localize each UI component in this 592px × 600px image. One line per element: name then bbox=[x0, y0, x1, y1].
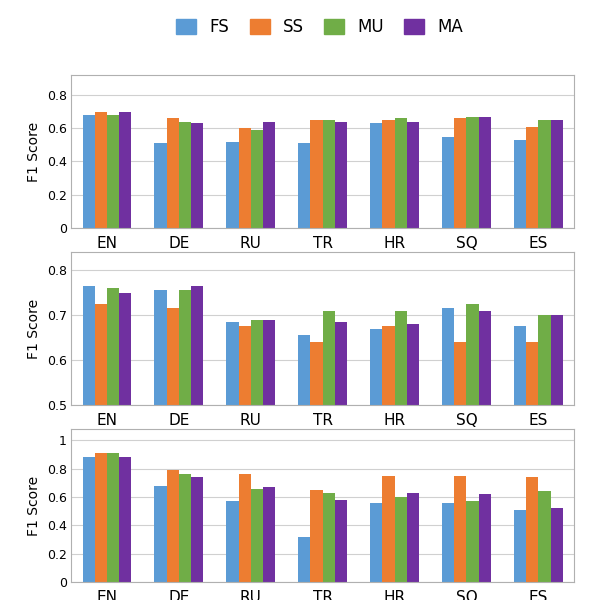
Bar bbox=[394, 311, 407, 600]
Bar bbox=[167, 308, 179, 600]
Bar bbox=[442, 137, 454, 228]
Bar bbox=[514, 326, 526, 600]
Bar bbox=[394, 118, 407, 228]
Legend: FS, SS, MU, MA: FS, SS, MU, MA bbox=[170, 11, 469, 43]
Bar bbox=[251, 319, 263, 600]
Bar bbox=[226, 322, 239, 600]
Bar bbox=[155, 290, 167, 600]
Bar bbox=[370, 503, 382, 582]
Bar bbox=[407, 122, 419, 228]
Bar bbox=[551, 120, 563, 228]
Bar bbox=[370, 123, 382, 228]
Bar bbox=[382, 120, 394, 228]
Bar bbox=[394, 497, 407, 582]
Bar bbox=[226, 501, 239, 582]
Bar bbox=[479, 311, 491, 600]
Bar bbox=[454, 476, 466, 582]
Bar bbox=[239, 128, 251, 228]
Y-axis label: F1 Score: F1 Score bbox=[27, 298, 41, 359]
Bar bbox=[310, 342, 323, 600]
Bar bbox=[119, 457, 131, 582]
Bar bbox=[298, 335, 310, 600]
Bar bbox=[155, 485, 167, 582]
Bar bbox=[514, 510, 526, 582]
Bar bbox=[538, 315, 551, 600]
Bar bbox=[310, 120, 323, 228]
Bar bbox=[95, 112, 107, 228]
Bar bbox=[479, 116, 491, 228]
Bar bbox=[323, 120, 335, 228]
Bar bbox=[179, 122, 191, 228]
Bar bbox=[298, 536, 310, 582]
Bar bbox=[407, 493, 419, 582]
Bar bbox=[323, 493, 335, 582]
Bar bbox=[407, 324, 419, 600]
Y-axis label: F1 Score: F1 Score bbox=[27, 475, 41, 536]
Bar bbox=[514, 140, 526, 228]
Bar bbox=[263, 122, 275, 228]
Bar bbox=[335, 322, 347, 600]
Bar bbox=[226, 142, 239, 228]
Bar bbox=[526, 127, 538, 228]
Bar bbox=[526, 342, 538, 600]
Bar bbox=[191, 286, 203, 600]
Bar bbox=[442, 308, 454, 600]
Bar bbox=[551, 315, 563, 600]
Bar bbox=[382, 476, 394, 582]
Bar bbox=[107, 453, 119, 582]
Bar bbox=[167, 118, 179, 228]
Bar bbox=[251, 488, 263, 582]
Bar bbox=[466, 304, 479, 600]
Bar bbox=[526, 477, 538, 582]
Bar bbox=[179, 475, 191, 582]
Bar bbox=[263, 487, 275, 582]
Bar bbox=[107, 288, 119, 600]
Bar bbox=[239, 326, 251, 600]
Bar bbox=[119, 292, 131, 600]
Bar bbox=[179, 290, 191, 600]
Bar bbox=[298, 143, 310, 228]
Bar bbox=[251, 130, 263, 228]
Bar bbox=[82, 457, 95, 582]
Bar bbox=[263, 319, 275, 600]
Bar bbox=[310, 490, 323, 582]
Bar bbox=[191, 477, 203, 582]
Bar bbox=[191, 123, 203, 228]
Bar bbox=[239, 475, 251, 582]
Y-axis label: F1 Score: F1 Score bbox=[27, 121, 41, 182]
Bar bbox=[82, 115, 95, 228]
Bar bbox=[82, 286, 95, 600]
Bar bbox=[538, 491, 551, 582]
Bar bbox=[95, 304, 107, 600]
Bar bbox=[335, 122, 347, 228]
Bar bbox=[538, 120, 551, 228]
Bar bbox=[335, 500, 347, 582]
Bar bbox=[382, 326, 394, 600]
Bar bbox=[155, 143, 167, 228]
Bar bbox=[119, 112, 131, 228]
Bar bbox=[370, 329, 382, 600]
Bar bbox=[454, 342, 466, 600]
Bar bbox=[479, 494, 491, 582]
Bar bbox=[107, 115, 119, 228]
Bar bbox=[454, 118, 466, 228]
Bar bbox=[167, 470, 179, 582]
Bar bbox=[323, 311, 335, 600]
Bar bbox=[466, 501, 479, 582]
Bar bbox=[466, 116, 479, 228]
Bar bbox=[95, 453, 107, 582]
Bar bbox=[442, 503, 454, 582]
Bar bbox=[551, 508, 563, 582]
